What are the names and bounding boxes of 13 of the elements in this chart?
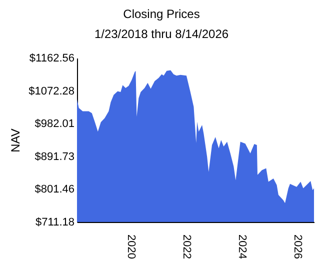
chart-subtitle: 1/23/2018 thru 8/14/2026 (94, 27, 229, 41)
y-tick-label: $1072.28 (28, 85, 74, 98)
x-tick-label: 2024 (236, 234, 248, 259)
y-tick-label: $711.18 (36, 216, 74, 228)
chart-title: Closing Prices (123, 7, 200, 21)
x-tick-label: 2026 (291, 234, 304, 259)
y-tick-label: $801.46 (34, 184, 74, 196)
y-tick-label: $1162.56 (29, 52, 74, 64)
x-tick-label: 2022 (180, 234, 193, 259)
y-tick-label: $891.73 (34, 150, 74, 163)
y-axis-title: NAV (8, 128, 23, 152)
y-tick-label: $982.01 (34, 118, 74, 130)
x-tick-label: 2020 (125, 234, 138, 259)
